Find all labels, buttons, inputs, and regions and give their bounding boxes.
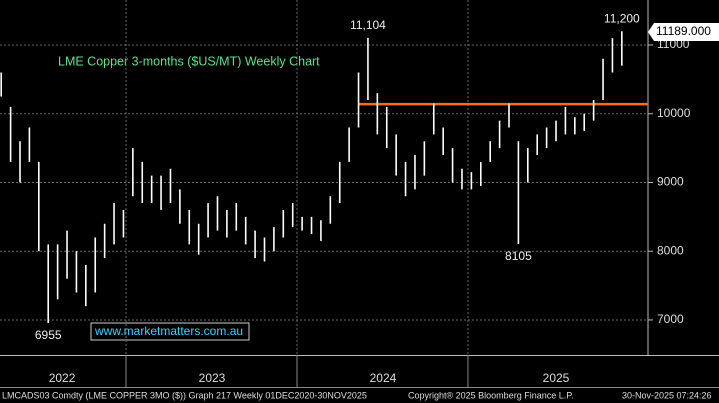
x-tick-label: 2024 [370,371,397,385]
watermark: www.marketmatters.com.au [94,324,243,338]
chart-title: LME Copper 3-months ($US/MT) Weekly Char… [58,54,320,68]
x-tick-label: 2025 [543,371,570,385]
footer-text: LMCADS03 Comdty (LME COPPER [2,390,148,400]
y-tick-label: 9000 [657,175,684,189]
x-tick-label: 2023 [199,371,226,385]
last-price-tag [648,23,719,42]
last-price-label: 11189.000 [656,24,711,38]
annotation: 11,200 [604,11,640,25]
y-tick-label: 8000 [657,243,684,257]
y-tick-label: 10000 [657,106,691,120]
annotation: 6955 [35,328,62,342]
footer-text: 3MO ($)) Graph 217 Weekly 01DEC2020-30NO… [150,390,367,400]
annotation: 11,104 [350,18,386,32]
y-tick-label: 7000 [657,312,684,326]
footer-text: 30-Nov-2025 07:24:26 [622,390,712,400]
x-tick-label: 2022 [49,371,76,385]
footer-text: Copyright® 2025 Bloomberg Finance L.P. [408,390,574,400]
watermark-box [90,322,250,341]
annotation: 8105 [505,249,532,263]
